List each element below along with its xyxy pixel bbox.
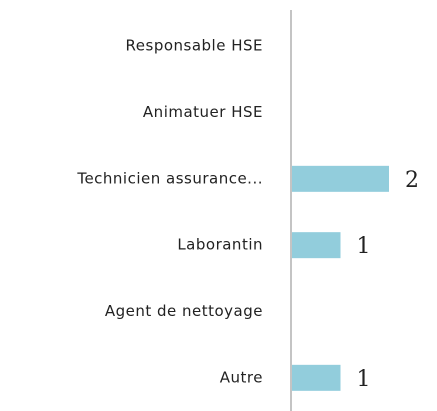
category-label: Agent de nettoyage bbox=[105, 302, 263, 320]
value-label: 1 bbox=[357, 367, 371, 392]
bar bbox=[292, 232, 341, 259]
value-label: 1 bbox=[357, 234, 371, 259]
category-label: Autre bbox=[220, 368, 263, 386]
category-label: Animatuer HSE bbox=[143, 103, 263, 121]
category-label: Laborantin bbox=[177, 236, 263, 254]
category-label: Responsable HSE bbox=[126, 37, 263, 55]
value-label: 2 bbox=[405, 168, 419, 193]
bar bbox=[292, 165, 389, 192]
category-label: Technicien assurance... bbox=[76, 169, 263, 187]
bar bbox=[292, 364, 341, 391]
